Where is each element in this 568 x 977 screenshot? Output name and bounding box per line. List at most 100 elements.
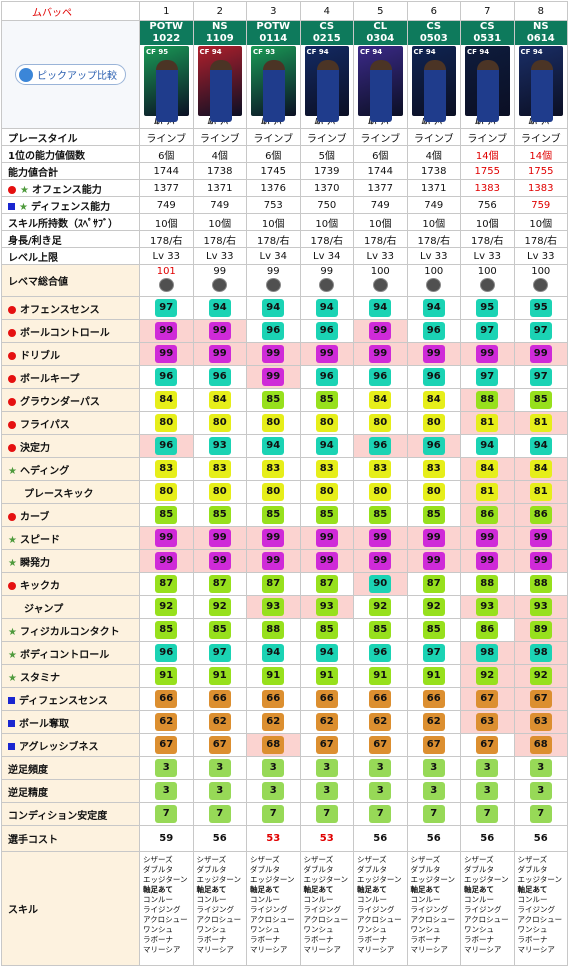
stat-row: ボール奪取 62 62 62 62 62 62 63 63 [1, 710, 568, 734]
skill-item: コンルー [357, 895, 387, 904]
info-row: レベル上限 Lv 33 Lv 33 Lv 34 Lv 34 Lv 33 Lv 33 Lv 33… [1, 247, 568, 265]
stat-value: 80 [315, 414, 338, 432]
stat-cell: 83 [192, 457, 247, 481]
stat-cell: 85 [139, 503, 194, 527]
condition-value: 3 [315, 782, 338, 800]
blue-square-icon [8, 719, 15, 727]
stat-value: 91 [208, 667, 231, 685]
info-value: 178/右 [406, 230, 461, 248]
cost-value: 53 [246, 825, 301, 852]
info-label: ★ オフェンス能力 [1, 179, 140, 197]
player-card-image[interactable]: CF 94 [518, 46, 563, 122]
skill-item: ダブルタ [143, 865, 173, 874]
skill-item: ワンシュ [143, 925, 173, 934]
skill-item: ライジング [250, 905, 288, 914]
skills-cell: シザーズ ダブルタ エッジターン 軸足あて コンルー ライジング アクロシュー ワンシュ ラボー… [513, 851, 568, 966]
stat-row: 決定力 96 93 94 94 96 96 94 94 [1, 434, 568, 458]
stat-value: 96 [315, 322, 338, 340]
info-row: ★ ディフェンス能力 749 749 753 750 749 749 756 759 [1, 196, 568, 214]
player-card-image[interactable]: CF 94 [197, 46, 242, 122]
stat-cell: 99 [139, 342, 194, 366]
stat-value: 80 [208, 414, 231, 432]
stat-cell: 81 [460, 411, 515, 435]
condition-value: 3 [155, 759, 178, 777]
condition-cell: 3 [513, 756, 568, 780]
player-card-image[interactable]: CF 94 [304, 46, 349, 122]
skill-item: マリーシア [357, 945, 395, 954]
skills-cell: シザーズ ダブルタ エッジターン 軸足あて コンルー ライジング アクロシュー ワンシュ ラボー… [246, 851, 301, 966]
stat-cell: 67 [460, 733, 515, 757]
stat-value: 87 [315, 575, 338, 593]
rema-value: 100 [460, 264, 515, 297]
card-type: CS [319, 21, 335, 33]
condition-value: 3 [529, 759, 552, 777]
stat-value: 66 [315, 690, 338, 708]
stat-value: 84 [529, 460, 552, 478]
stat-cell: 96 [353, 641, 408, 665]
stat-cell: 99 [353, 549, 408, 573]
stat-value: 63 [476, 713, 499, 731]
stat-value: 96 [369, 368, 392, 386]
info-value: ラインブ [299, 128, 354, 146]
stat-cell: 94 [299, 434, 354, 458]
stat-value: 97 [422, 644, 445, 662]
stat-value: 96 [262, 322, 285, 340]
stat-value: 97 [476, 322, 499, 340]
stat-cell: 99 [460, 549, 515, 573]
stat-cell: 85 [139, 618, 194, 642]
condition-cell: 7 [353, 802, 408, 826]
info-value-text: 10個 [529, 218, 553, 230]
info-value: 6個 [139, 145, 194, 163]
skill-item: 軸足あて [357, 885, 387, 894]
skill-item: ラボーナ [410, 935, 441, 944]
stat-cell: 62 [139, 710, 194, 734]
stat-value: 95 [476, 299, 499, 317]
stat-cell: 92 [513, 664, 568, 688]
player-card-image[interactable]: CF 94 [358, 46, 403, 122]
stat-value: 83 [315, 460, 338, 478]
skills-cell: シザーズ ダブルタ エッジターン 軸足あて コンルー ライジング アクロシュー ワンシュ ラボー… [353, 851, 408, 966]
condition-cell: 7 [406, 802, 461, 826]
skill-item: アクロシュー [517, 915, 563, 924]
skills-cell: シザーズ ダブルタ エッジターン 軸足あて コンルー ライジング アクロシュー ワンシュ ラボー… [139, 851, 194, 966]
column-number: 7 [460, 1, 515, 21]
stat-value: 93 [315, 598, 338, 616]
player-card-image[interactable]: CF 95 [144, 46, 189, 122]
player-card-image[interactable]: CF 93 [251, 46, 296, 122]
info-value-text: 5個 [318, 150, 335, 162]
avatar-icon [19, 68, 33, 82]
stat-cell: 99 [139, 319, 194, 343]
player-card-image[interactable]: CF 94 [465, 46, 510, 122]
condition-value: 7 [476, 805, 499, 823]
stat-value: 94 [262, 299, 285, 317]
stat-cell: 83 [299, 457, 354, 481]
red-dot-icon [8, 374, 16, 383]
stat-value: 99 [422, 552, 445, 570]
stat-value: 86 [476, 621, 499, 639]
stat-value: 62 [155, 713, 178, 731]
stat-value: 99 [155, 345, 178, 363]
stat-value: 93 [529, 598, 552, 616]
info-row: 能力値合計 1744 1738 1745 1739 1744 1738 1755 1755 [1, 162, 568, 180]
player-figure [156, 60, 178, 122]
stat-value: 94 [262, 437, 285, 455]
stat-label-text: フライパス [20, 419, 70, 431]
stat-value: 67 [155, 736, 178, 754]
stat-label: ボールキープ [1, 365, 140, 389]
stat-value: 86 [476, 506, 499, 524]
stat-value: 96 [369, 644, 392, 662]
player-card-image[interactable]: CF 94 [411, 46, 456, 122]
skill-item: マリーシア [303, 945, 341, 954]
column-number-label: 5 [377, 5, 384, 17]
condition-label: コンディション安定度 [1, 802, 140, 826]
pickup-compare-button[interactable]: ピックアップ比較 [15, 64, 126, 85]
stat-value: 99 [369, 552, 392, 570]
skills-cell: シザーズ ダブルタ エッジターン 軸足あて コンルー ライジング アクロシュー ワンシュ ラボー… [406, 851, 461, 966]
info-value: ラインブ [460, 128, 515, 146]
card-type-tag: POTW 1022 [140, 21, 193, 45]
stat-value: 84 [369, 391, 392, 409]
stat-label-text: スタミナ [19, 672, 60, 684]
skill-item: アクロシュー [410, 915, 456, 924]
stat-value: 96 [369, 437, 392, 455]
